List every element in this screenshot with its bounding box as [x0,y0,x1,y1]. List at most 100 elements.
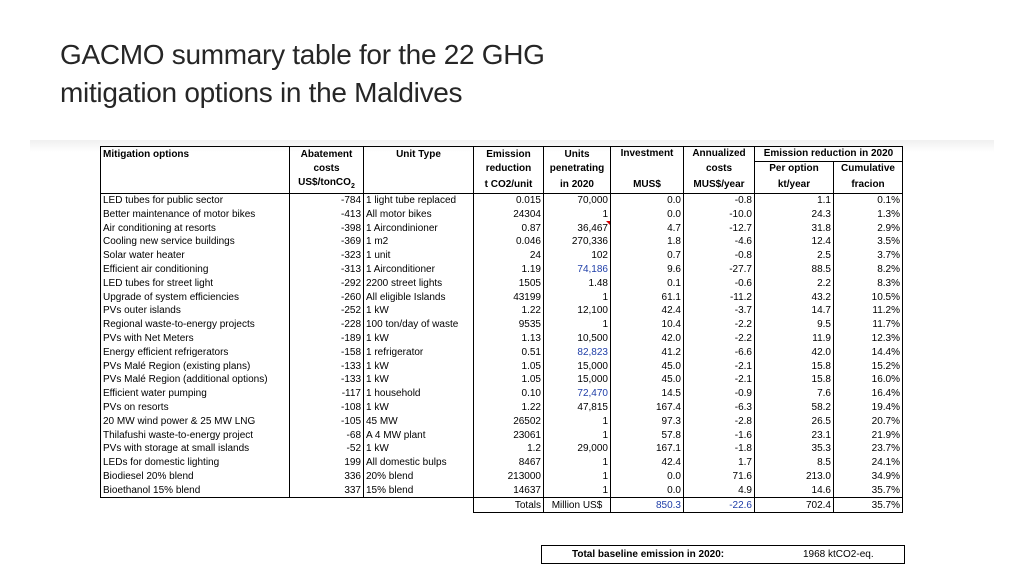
option-name: Thilafushi waste-to-energy project [100,428,290,442]
unit-type: 1 m2 [363,234,474,249]
investment: 0.0 [610,207,684,222]
per-option: 12.4 [754,234,834,249]
annualized-costs: -11.2 [683,290,755,304]
totals-label: Totals [473,497,544,513]
cumulative-fraction: 19.4% [833,400,903,415]
table-row: Energy efficient refrigerators -158 1 refr… [100,345,903,360]
unit-type: All domestic bulps [363,455,474,470]
unit-type: All motor bikes [363,207,474,222]
abatement-cost: -398 [289,221,364,235]
abatement-cost: -784 [289,193,364,208]
annualized-costs: 4.9 [683,483,755,499]
investment: 0.7 [610,248,684,263]
option-name: PVs Malé Region (additional options) [100,372,290,387]
table-row: Air conditioning at resorts -398 1 Aircond… [100,221,903,235]
option-name: LED tubes for public sector [100,193,290,208]
investment: 57.8 [610,428,684,442]
annualized-costs: -2.2 [683,331,755,346]
annualized-costs: -6.3 [683,400,755,415]
table-row: Efficient air conditioning -313 1 Aircondi… [100,262,903,277]
emission-reduction: 1505 [473,276,544,291]
table-body: LED tubes for public sector -784 1 light t… [100,193,903,499]
per-option: 31.8 [754,221,834,235]
units-penetrating: 70,000 [543,193,611,208]
investment: 0.1 [610,276,684,291]
investment: 4.7 [610,221,684,235]
cumulative-fraction: 2.9% [833,221,903,235]
cumulative-fraction: 11.2% [833,303,903,318]
table-row: Thilafushi waste-to-energy project -68 A 4… [100,428,903,442]
header-cumulative-1: Cumulative [833,161,903,176]
per-option: 15.8 [754,372,834,387]
emission-reduction: 1.22 [473,400,544,415]
investment: 9.6 [610,262,684,277]
investment: 45.0 [610,359,684,373]
totals-investment: 850.3 [610,497,684,513]
option-name: Bioethanol 15% blend [100,483,290,499]
header-investment-1: Investment [610,146,684,162]
abatement-cost: -117 [289,386,364,401]
slide-title-line-1: GACMO summary table for the 22 GHG [60,39,545,70]
header-abatement-2: costs [289,161,364,176]
per-option: 26.5 [754,414,834,429]
table-row: LED tubes for street light -292 2200 stree… [100,276,903,291]
per-option: 58.2 [754,400,834,415]
investment: 14.5 [610,386,684,401]
annualized-costs: -12.7 [683,221,755,235]
annualized-costs: -0.9 [683,386,755,401]
table-row: Solar water heater -323 1 unit 24 102 0.7 -0.8… [100,248,903,263]
units-penetrating: 82,823 [543,345,611,360]
unit-type: A 4 MW plant [363,428,474,442]
investment: 0.0 [610,193,684,208]
per-option: 2.2 [754,276,834,291]
per-option: 9.5 [754,317,834,332]
cumulative-fraction: 21.9% [833,428,903,442]
emission-reduction: 14637 [473,483,544,499]
cumulative-fraction: 3.7% [833,248,903,263]
table-row: PVs Malé Region (additional options) -133… [100,372,903,387]
unit-type: 20% blend [363,469,474,484]
option-name: PVs with Net Meters [100,331,290,346]
emission-reduction: 1.05 [473,359,544,373]
investment: 45.0 [610,372,684,387]
units-penetrating: 29,000 [543,441,611,456]
per-option: 8.5 [754,455,834,470]
units-penetrating: 1 [543,455,611,470]
option-name: Regional waste-to-energy projects [100,317,290,332]
header-units-3: in 2020 [543,175,611,194]
annualized-costs: -2.1 [683,359,755,373]
table-row: PVs outer islands -252 1 kW 1.22 12,100 42.4-… [100,303,903,318]
annualized-costs: -27.7 [683,262,755,277]
option-name: PVs outer islands [100,303,290,318]
emission-reduction: 1.13 [473,331,544,346]
per-option: 1.1 [754,193,834,208]
emission-reduction: 1.19 [473,262,544,277]
option-name: Cooling new service buildings [100,234,290,249]
units-penetrating: 1 [543,290,611,304]
units-penetrating: 1 [543,469,611,484]
option-name: Biodiesel 20% blend [100,469,290,484]
option-name: 20 MW wind power & 25 MW LNG [100,414,290,429]
units-penetrating: 102 [543,248,611,263]
header-annualized-2: costs [683,161,755,176]
investment: 42.4 [610,455,684,470]
unit-type: 1 household [363,386,474,401]
units-penetrating: 1 [543,317,611,332]
header-unit-type: Unit Type [363,146,474,162]
header-per-option-1: Per option [754,161,834,176]
table-row: Better maintenance of motor bikes -413 All… [100,207,903,222]
abatement-cost: -260 [289,290,364,304]
units-penetrating: 74,186 [543,262,611,277]
header-emission-3: t CO2/unit [473,175,544,194]
units-penetrating: 72,470 [543,386,611,401]
per-option: 42.0 [754,345,834,360]
unit-type: 1 kW [363,303,474,318]
table-row: Efficient water pumping -117 1 household 0.… [100,386,903,401]
units-penetrating: 36,467 [543,221,611,235]
option-name: PVs Malé Region (existing plans) [100,359,290,373]
emission-reduction: 1.22 [473,303,544,318]
table-row: Regional waste-to-energy projects -228 100… [100,317,903,332]
cumulative-fraction: 15.2% [833,359,903,373]
emission-reduction: 24304 [473,207,544,222]
cumulative-fraction: 14.4% [833,345,903,360]
